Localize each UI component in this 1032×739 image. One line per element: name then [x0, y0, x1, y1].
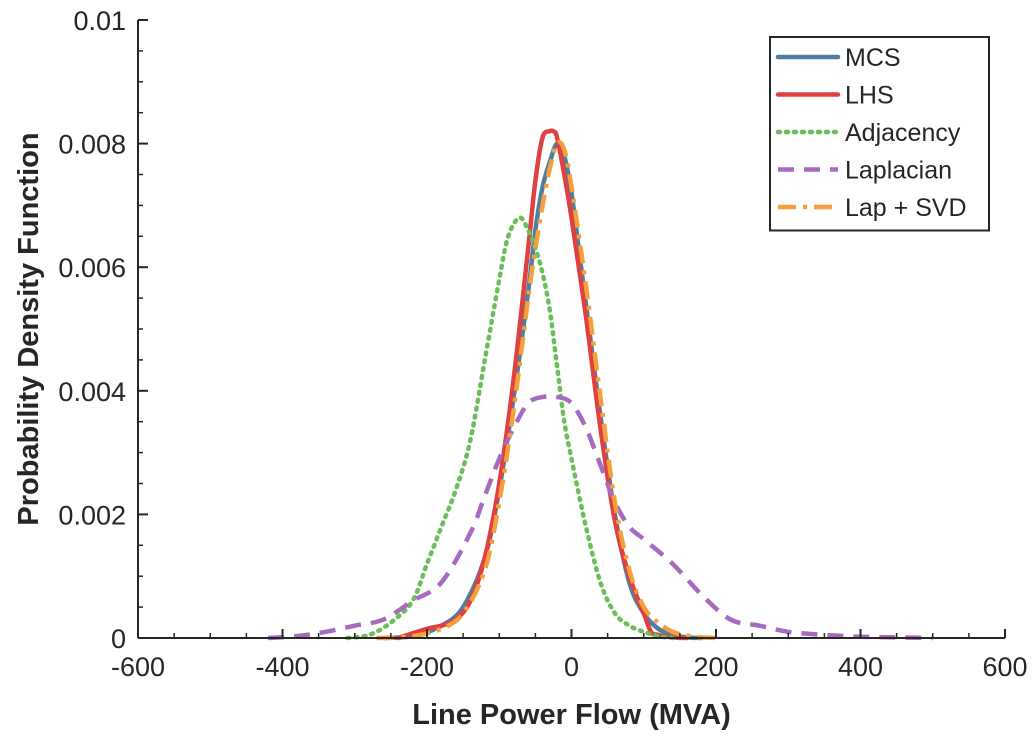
y-axis-title: Probability Density Function [13, 132, 45, 525]
x-tick-label: -400 [255, 652, 309, 682]
legend: MCS LHS Adjacency Laplacian Lap + SVD [769, 36, 990, 232]
y-tick-label: 0.01 [73, 6, 126, 36]
legend-label: LHS [845, 82, 894, 110]
series-line-laplacian [267, 393, 933, 641]
y-tick-label: 0.002 [58, 500, 126, 530]
legend-label: Adjacency [845, 119, 961, 147]
x-tick-label: 600 [982, 652, 1027, 682]
x-axis-title: Line Power Flow (MVA) [412, 699, 730, 731]
y-tick-label: 0 [111, 624, 126, 654]
legend-label: Lap + SVD [845, 194, 967, 222]
x-tick-label: 400 [838, 652, 883, 682]
legend-box [769, 36, 990, 232]
y-tick-label: 0.004 [58, 377, 126, 407]
series-line-mcs [381, 141, 704, 641]
x-tick-label: 200 [693, 652, 738, 682]
series-line-lap-svd [376, 140, 717, 641]
plot-area [267, 128, 933, 641]
x-tick-label: 0 [564, 652, 579, 682]
x-tick-label: -200 [400, 652, 454, 682]
legend-label: Laplacian [845, 157, 952, 185]
x-tick-label: -600 [111, 652, 165, 682]
y-tick-label: 0.008 [58, 130, 126, 160]
axes: -600 -400 -200 0 200 400 600 0 0.002 0.004 0.006 0.… [58, 6, 1027, 682]
y-tick-label: 0.006 [58, 253, 126, 283]
legend-label: MCS [845, 44, 901, 72]
